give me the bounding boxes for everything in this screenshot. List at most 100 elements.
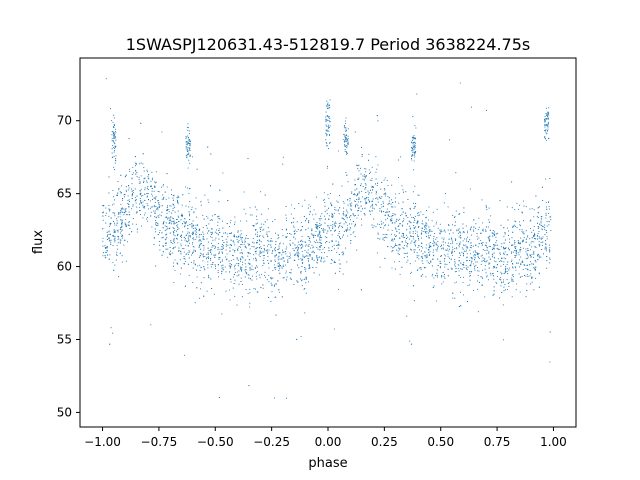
data-point: [492, 267, 494, 269]
data-point: [350, 204, 352, 206]
data-point: [225, 243, 227, 245]
data-point: [437, 247, 439, 249]
data-point: [506, 267, 508, 269]
data-point: [254, 288, 257, 290]
data-point: [234, 216, 236, 218]
data-point: [238, 263, 240, 265]
data-point: [387, 214, 389, 216]
data-point: [515, 252, 517, 255]
data-point: [155, 195, 157, 198]
data-point: [294, 238, 296, 240]
data-point: [159, 205, 161, 207]
data-point: [533, 253, 535, 255]
data-point: [375, 190, 377, 192]
data-point: [327, 127, 329, 129]
data-point: [167, 218, 169, 220]
data-point: [418, 267, 420, 269]
data-point: [241, 283, 243, 285]
data-point: [115, 155, 117, 157]
data-point: [347, 212, 349, 214]
data-point: [316, 224, 318, 226]
data-point: [234, 221, 236, 223]
data-point: [329, 193, 332, 195]
data-point: [462, 231, 464, 233]
data-point: [217, 234, 220, 236]
data-point: [124, 223, 126, 225]
data-point: [514, 256, 516, 259]
data-point: [519, 276, 521, 278]
data-point: [188, 192, 190, 194]
data-point: [222, 227, 224, 229]
data-point: [411, 146, 413, 148]
data-point: [192, 231, 194, 233]
data-point: [443, 239, 445, 241]
data-point: [139, 180, 141, 182]
data-point: [123, 214, 125, 216]
data-point: [157, 190, 159, 192]
data-point: [508, 267, 510, 269]
data-point: [256, 239, 258, 241]
data-point: [477, 280, 479, 282]
data-point: [530, 228, 532, 230]
data-point: [414, 215, 416, 217]
data-point: [187, 245, 189, 247]
data-point: [121, 220, 123, 222]
data-point: [194, 233, 197, 235]
x-axis-label: phase: [308, 456, 347, 471]
data-point: [394, 206, 396, 208]
data-point: [477, 311, 479, 313]
data-point: [466, 230, 469, 232]
data-point: [395, 228, 397, 230]
data-point: [237, 241, 239, 243]
data-point: [290, 269, 292, 271]
data-point: [462, 294, 464, 296]
data-point: [232, 287, 234, 289]
data-point: [495, 236, 497, 238]
data-point: [368, 210, 371, 212]
data-point: [432, 211, 434, 213]
data-point: [379, 210, 381, 212]
data-point: [304, 268, 306, 270]
data-point: [341, 185, 343, 187]
data-point: [495, 261, 497, 263]
data-point: [432, 249, 435, 251]
data-point: [465, 249, 467, 251]
data-point: [174, 211, 176, 213]
data-point: [173, 222, 175, 224]
data-point: [396, 230, 398, 232]
data-point: [515, 251, 517, 253]
data-point: [240, 259, 242, 261]
data-point: [442, 247, 444, 249]
data-point: [540, 218, 542, 220]
data-point: [164, 229, 166, 232]
data-point: [368, 153, 370, 155]
data-point: [315, 266, 317, 269]
data-point: [211, 218, 213, 220]
data-point: [371, 166, 373, 168]
data-point: [531, 281, 533, 283]
data-point: [485, 206, 487, 208]
data-point: [214, 264, 216, 266]
data-point: [255, 265, 258, 267]
data-point: [466, 232, 469, 234]
data-point: [315, 242, 317, 244]
data-point: [500, 224, 502, 226]
data-point: [470, 244, 472, 247]
data-point: [117, 216, 119, 218]
data-point: [289, 254, 292, 256]
data-point: [273, 285, 275, 287]
data-point: [333, 260, 335, 262]
data-point: [402, 201, 404, 203]
data-point: [218, 215, 220, 217]
data-point: [309, 266, 311, 268]
data-point: [188, 133, 190, 135]
data-point: [412, 191, 414, 193]
data-point: [480, 242, 482, 244]
data-point: [416, 93, 418, 95]
data-point: [343, 135, 346, 137]
data-point: [548, 113, 550, 115]
data-point: [296, 280, 298, 282]
data-point: [311, 258, 313, 260]
data-point: [414, 145, 416, 147]
data-point: [194, 227, 196, 229]
